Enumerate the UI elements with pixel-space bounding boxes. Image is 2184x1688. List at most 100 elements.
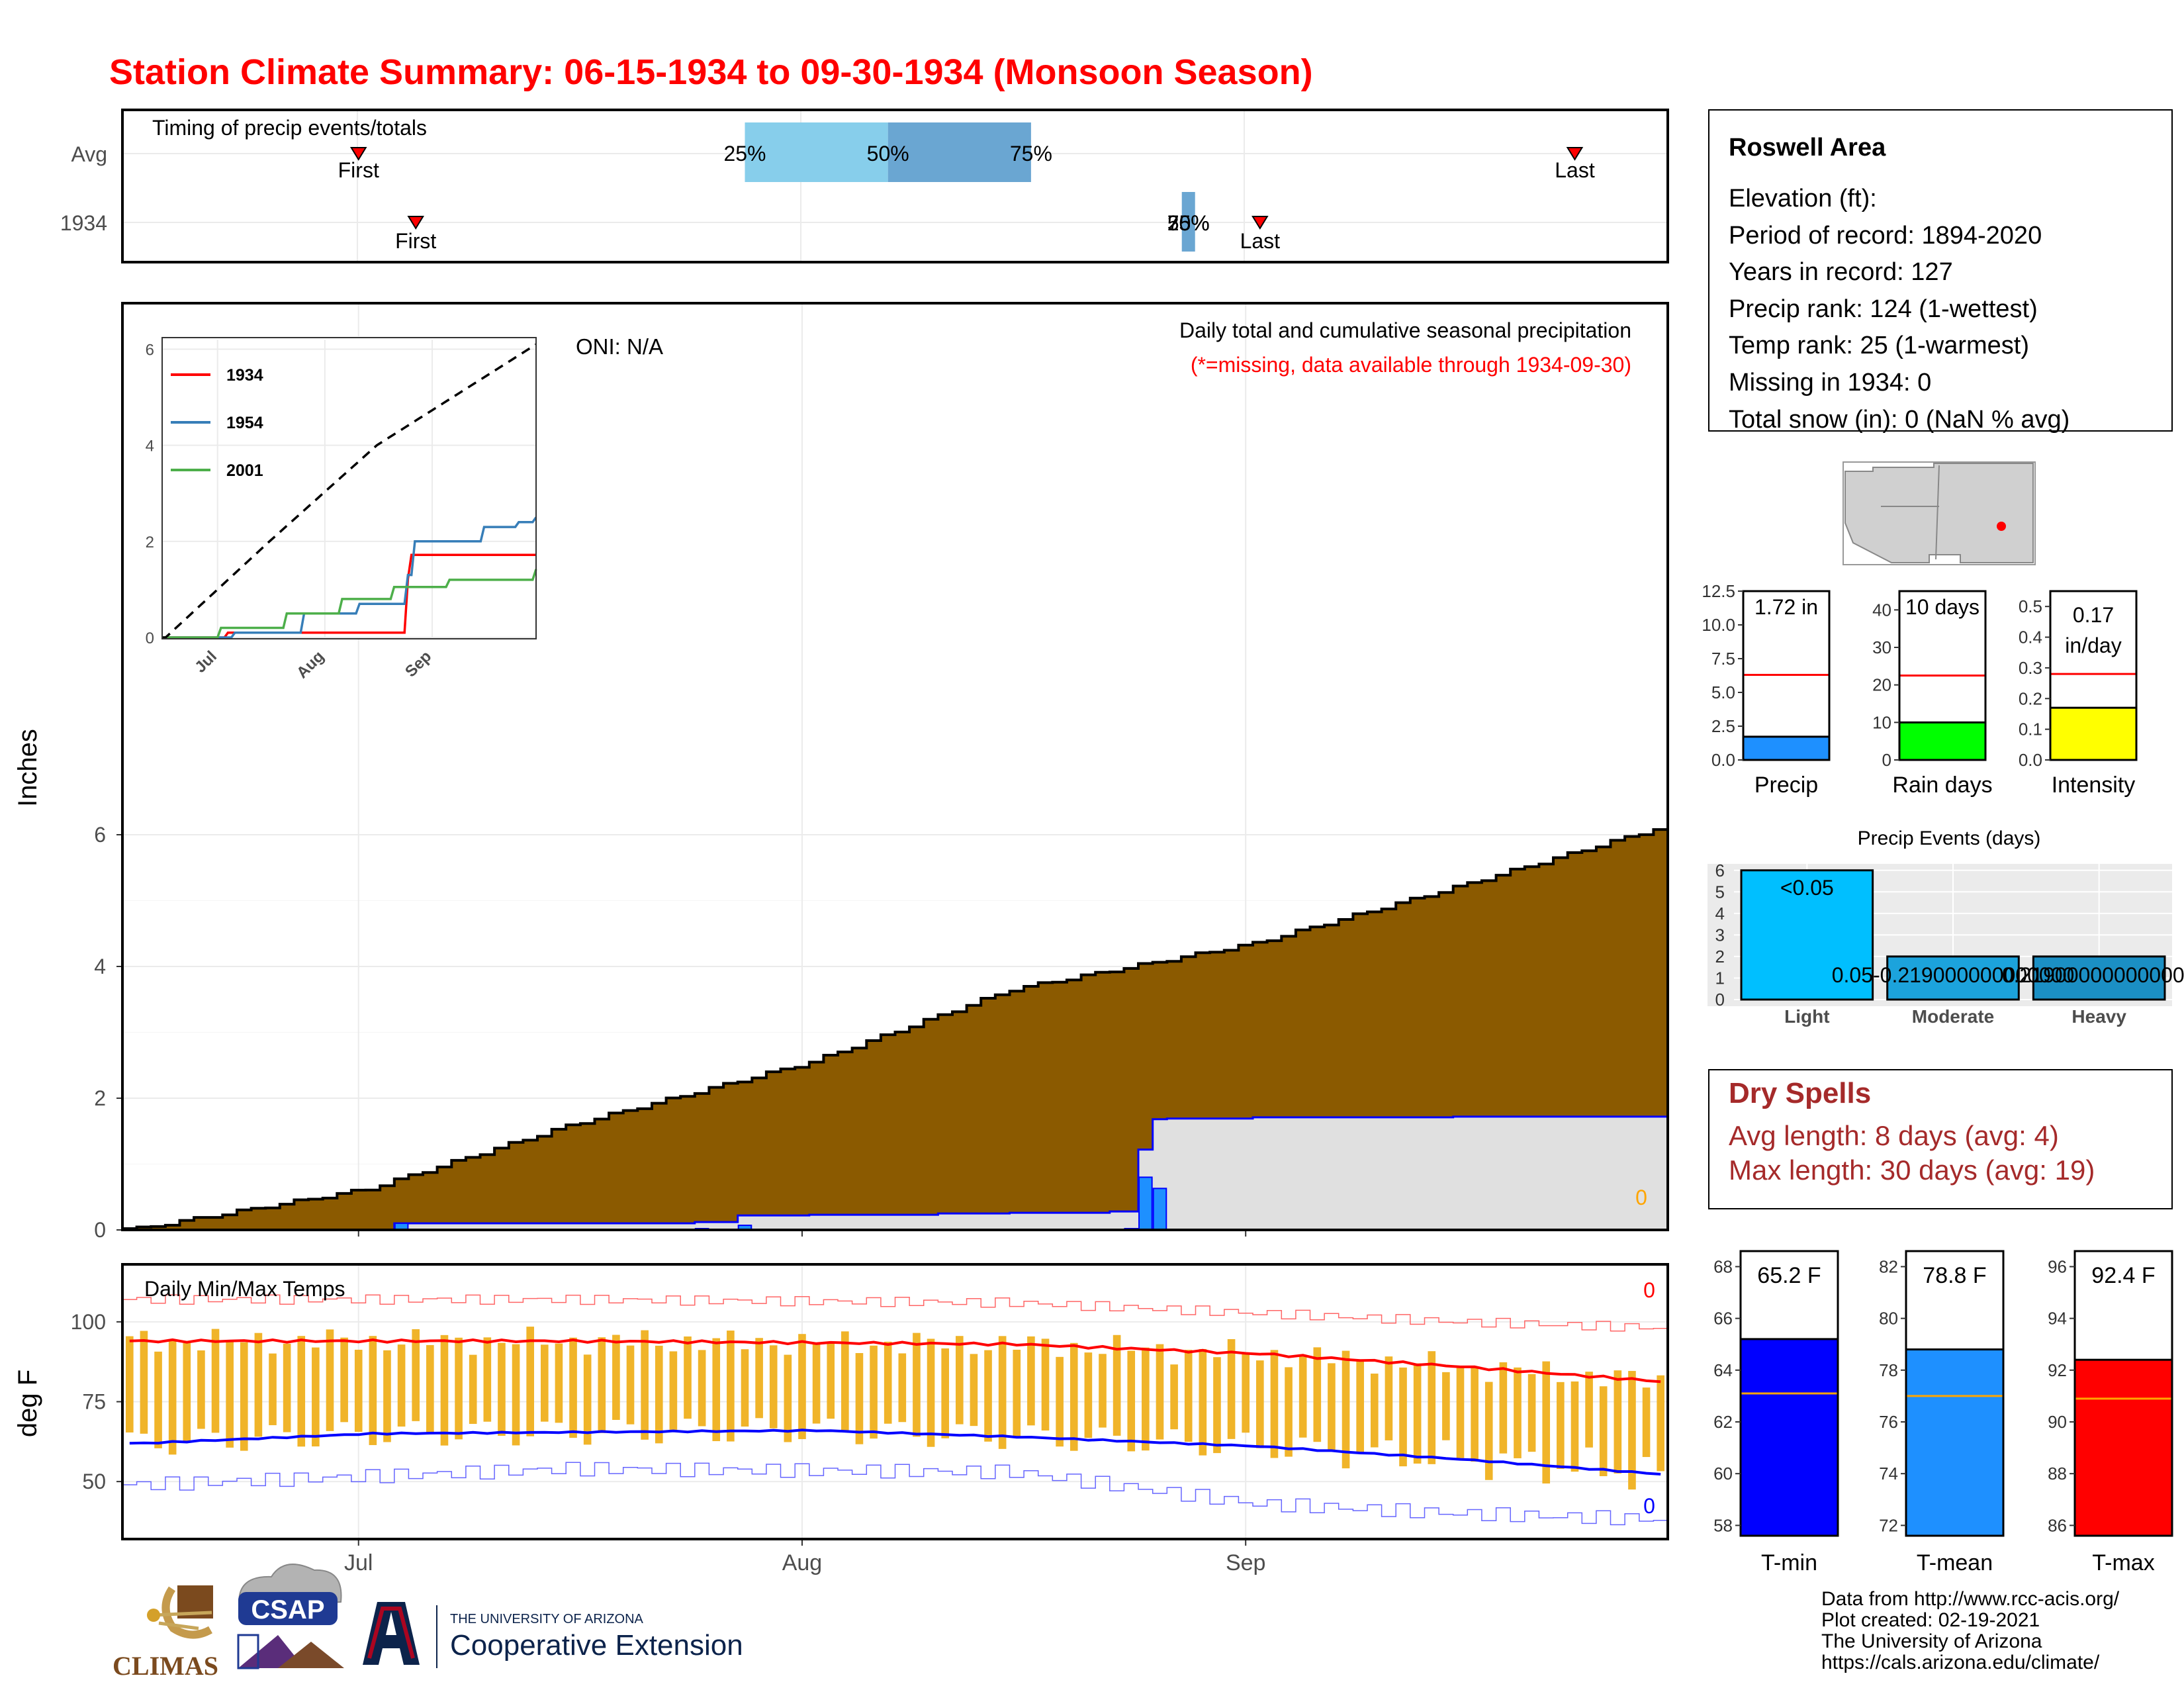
daily-temp-bar xyxy=(612,1335,620,1420)
daily-temp-bar xyxy=(1256,1360,1264,1448)
summary-y-tick: 10 xyxy=(1872,712,1891,732)
daily-temp-bar xyxy=(1313,1347,1322,1442)
temp-summary-y-tick: 66 xyxy=(1713,1309,1733,1329)
temp-summary-bar xyxy=(2073,1358,2173,1537)
year-last-label: Last xyxy=(1240,229,1281,253)
daily-temp-bar xyxy=(1342,1350,1350,1469)
daily-temp-bar xyxy=(1542,1361,1551,1484)
footer-line: Data from http://www.rcc-acis.org/ xyxy=(1821,1588,2120,1610)
daily-temp-bar xyxy=(1471,1367,1479,1462)
summary-y-tick: 10.0 xyxy=(1702,615,1735,635)
temp-summary-y-tick: 92 xyxy=(2048,1360,2067,1380)
daily-temp-bar xyxy=(1156,1344,1164,1440)
info-line: Years in record: 127 xyxy=(1729,258,1953,286)
daily-temp-bar xyxy=(168,1339,177,1455)
info-line: Total snow (in): 0 (NaN % avg) xyxy=(1729,406,2070,434)
daily-temp-bar xyxy=(583,1354,592,1445)
inset-series-line xyxy=(162,516,537,639)
summary-value-label: 10 days xyxy=(1905,595,1979,619)
daily-temp-bar xyxy=(626,1345,635,1425)
daily-temp-bar xyxy=(440,1335,449,1446)
daily-temp-bar xyxy=(326,1329,334,1431)
daily-temp-bar xyxy=(1069,1342,1078,1451)
summary-bar xyxy=(2049,706,2138,761)
footer-credits: Data from http://www.rcc-acis.org/ Plot … xyxy=(1821,1588,2120,1673)
daily-temp-bar xyxy=(1298,1355,1307,1438)
avg-q75-label: 75% xyxy=(1010,142,1052,165)
events-bar xyxy=(2032,955,2166,1001)
inset-legend-label: 2001 xyxy=(226,461,263,480)
daily-temp-bar xyxy=(870,1345,878,1439)
temp-summary-value: 78.8 F xyxy=(1923,1263,1986,1288)
dry-spells-box: Dry Spells Avg length: 8 days (avg: 4) M… xyxy=(1708,1069,2173,1209)
dry-spells-title: Dry Spells xyxy=(1729,1077,1871,1109)
daily-temp-bar xyxy=(1270,1350,1279,1458)
dry-spells-max: Max length: 30 days (avg: 19) xyxy=(1729,1154,2095,1186)
ua-big-text: Cooperative Extension xyxy=(450,1629,743,1662)
events-y-tick: 3 xyxy=(1715,925,1725,945)
events-x-tick: Moderate xyxy=(1912,1006,1994,1027)
summary-bar xyxy=(1742,735,1831,761)
precip-caption: Daily total and cumulative seasonal prec… xyxy=(1179,318,1631,342)
daily-temp-bar xyxy=(126,1336,134,1432)
precip-events-chart: Precip Events (days) 0 1 2 3 4 5 6 Light Moderat… xyxy=(1707,827,2184,1027)
temp-summary-bars: 65.2 F 58 60 62 64 66 68 T-min 78.8 F 72 74 76 78 80 8… xyxy=(1713,1250,2173,1575)
climas-logo: CLIMAS xyxy=(113,1585,218,1681)
record-min-line xyxy=(122,1462,1668,1526)
precip-y-tick: 0 xyxy=(94,1218,106,1242)
temp-summary-bar xyxy=(1739,1338,1839,1537)
events-bar xyxy=(1740,869,1874,1001)
events-bar-label: <0.05 xyxy=(1780,876,1834,900)
temp-x-tick: Sep xyxy=(1226,1550,1266,1575)
precip-y-label: Inches xyxy=(13,729,42,807)
timing-row-year: 1934 xyxy=(60,211,107,235)
station-dot xyxy=(1997,522,2006,531)
summary-y-tick: 0.0 xyxy=(2019,750,2042,770)
daily-temp-bar xyxy=(369,1336,377,1446)
inset-y-tick: 4 xyxy=(146,438,154,455)
temp-summary-label: T-mean xyxy=(1917,1550,1993,1575)
daily-temp-bar xyxy=(927,1338,935,1447)
timing-row-avg: Avg xyxy=(71,142,107,166)
daily-temp-bar xyxy=(841,1331,849,1432)
daily-temp-bar xyxy=(1027,1336,1035,1426)
info-line: Precip rank: 124 (1-wettest) xyxy=(1729,295,2038,323)
daily-temp-bar xyxy=(598,1337,606,1433)
temp-summary-y-tick: 74 xyxy=(1879,1464,1898,1483)
temp-summary-y-tick: 86 xyxy=(2048,1515,2067,1535)
temp-summary-y-tick: 58 xyxy=(1713,1515,1733,1535)
daily-temp-bar xyxy=(1456,1366,1465,1458)
summary-bar xyxy=(1898,721,1987,761)
daily-temp-bar xyxy=(898,1353,907,1423)
daily-temp-bar xyxy=(884,1341,892,1424)
precip-y-tick: 6 xyxy=(94,823,106,847)
daily-temp-bar xyxy=(970,1354,978,1427)
daily-temp-bar xyxy=(1199,1348,1207,1456)
daily-temp-bar xyxy=(555,1343,563,1423)
daily-temp-bar xyxy=(1285,1367,1293,1457)
ua-small-text: THE UNIVERSITY OF ARIZONA xyxy=(450,1612,644,1626)
daily-temp-bar xyxy=(727,1331,735,1442)
inset-series-line xyxy=(162,569,537,639)
temp-summary-label: T-min xyxy=(1761,1550,1817,1575)
temp-summary-y-tick: 96 xyxy=(2048,1256,2067,1276)
temp-summary-y-tick: 72 xyxy=(1879,1515,1898,1535)
temp-y-label: deg F xyxy=(13,1370,42,1437)
temp-summary-y-tick: 62 xyxy=(1713,1412,1733,1432)
daily-temp-bar xyxy=(1127,1350,1136,1452)
daily-temp-bar xyxy=(1484,1382,1493,1480)
year-q25-label: 25% xyxy=(1167,211,1210,235)
daily-temp-bar xyxy=(1657,1375,1664,1472)
daily-temp-bar xyxy=(526,1327,534,1436)
inset-series-line xyxy=(162,343,537,639)
daily-temp-bar xyxy=(998,1336,1007,1449)
avg-q25-q50-bar xyxy=(745,122,888,182)
daily-temp-bar xyxy=(269,1353,277,1425)
temp-plot: 50 75 100 Jul Aug Sep xyxy=(71,1294,1668,1575)
daily-temp-bar xyxy=(312,1347,320,1447)
inset-y-tick: 2 xyxy=(146,534,154,551)
climas-text: CLIMAS xyxy=(113,1651,218,1681)
daily-temp-bar xyxy=(340,1337,348,1423)
year-cumulative-area xyxy=(122,1116,1668,1230)
